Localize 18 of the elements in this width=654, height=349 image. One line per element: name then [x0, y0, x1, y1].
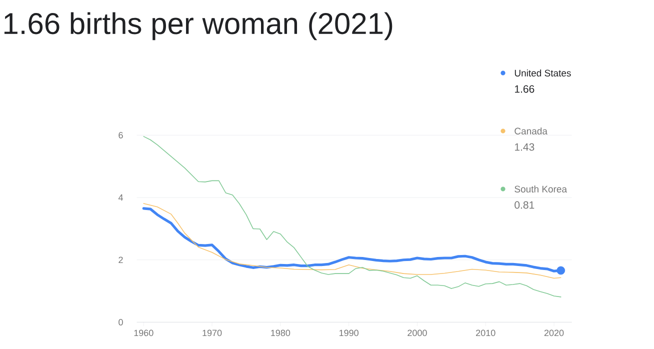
y-tick-label: 2 [118, 256, 123, 264]
x-tick-label: 1970 [202, 330, 222, 336]
x-tick-label: 2010 [476, 330, 496, 336]
annotation: 1.43 [515, 143, 534, 151]
x-tick-label: 2000 [408, 330, 427, 336]
x-tick-label: 1990 [340, 330, 358, 336]
y-tick-label: 6 [118, 132, 123, 138]
y-tick-label: 4 [118, 194, 123, 201]
chart-title: 1.66 births per woman (2021) [4, 12, 392, 40]
x-tick-label: 2020 [544, 330, 564, 336]
legend-label: United States [514, 70, 571, 76]
x-tick-label: 1960 [134, 330, 154, 336]
legend-label: Canada [514, 128, 548, 134]
x-tick-label: 1980 [271, 330, 290, 336]
y-tick-label: 0 [118, 319, 123, 326]
annotation: 0.81 [514, 201, 534, 209]
legend-label: South Korea [514, 186, 568, 192]
text: 1.66 [515, 85, 534, 93]
